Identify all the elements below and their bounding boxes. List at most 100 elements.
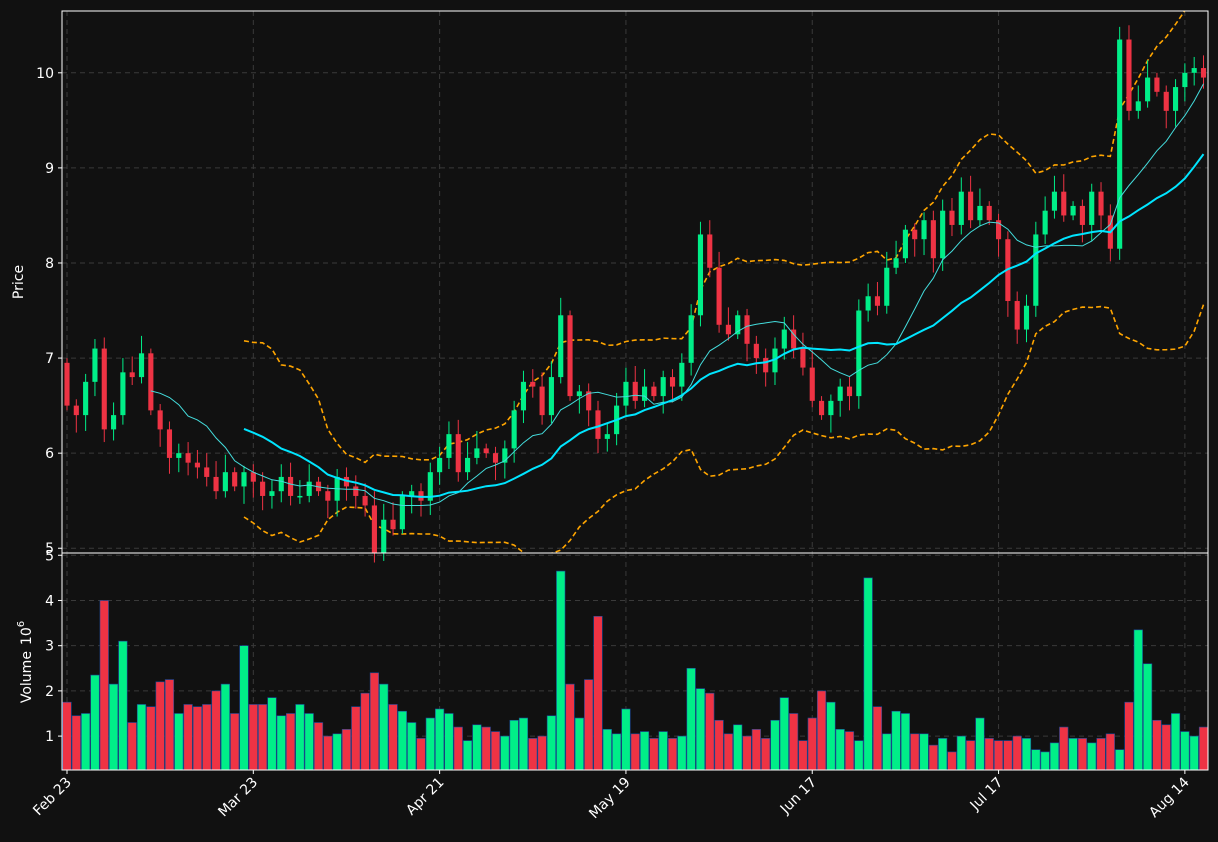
volume-bar — [1152, 719, 1162, 771]
volume-bar — [602, 729, 612, 771]
volume-bar — [313, 722, 324, 771]
volume-bar — [537, 735, 547, 771]
volume-bar — [155, 681, 165, 771]
volume-bar — [397, 710, 407, 771]
candle-body — [269, 491, 275, 496]
candle-body — [64, 362, 70, 406]
candle-body — [409, 491, 415, 496]
candle-body — [222, 472, 228, 492]
volume-bar — [90, 674, 100, 771]
volume-axis-title: Volume — [19, 651, 35, 703]
volume-bar — [444, 713, 454, 771]
candle-body — [595, 410, 601, 439]
candle-body — [772, 348, 778, 373]
volume-bars — [62, 570, 1209, 771]
candle-body — [213, 476, 219, 492]
candle-body — [92, 348, 98, 382]
volume-bar — [770, 719, 780, 771]
volume-bar — [1115, 749, 1125, 771]
volume-tick-label: 4 — [45, 593, 54, 609]
volume-bar — [276, 715, 286, 771]
volume-bar — [723, 733, 733, 771]
volume-bar — [1189, 735, 1199, 771]
candle-body — [642, 386, 648, 401]
volume-bar — [230, 713, 240, 771]
candle-body — [530, 381, 536, 387]
volume-bar — [1198, 726, 1209, 771]
volume-bar — [164, 679, 175, 771]
volume-bar — [127, 722, 137, 771]
volume-bar — [844, 731, 855, 771]
volume-bar — [211, 690, 221, 771]
volume-bar — [1143, 663, 1153, 771]
candle-body — [707, 234, 713, 268]
volume-bar — [826, 701, 836, 771]
candle-body — [940, 210, 946, 259]
price-tick-label: 5 — [45, 541, 54, 557]
candle-body — [1182, 72, 1188, 88]
volume-bar — [453, 726, 463, 771]
candle-body — [548, 377, 554, 416]
candle-body — [511, 410, 517, 449]
candle-body — [1033, 234, 1039, 306]
candle-body — [818, 400, 825, 416]
price-grid — [62, 11, 1208, 553]
candle-body — [846, 386, 853, 397]
candle-body — [1042, 210, 1048, 235]
candle-body — [651, 386, 657, 397]
volume-bar — [136, 704, 147, 771]
candle-body — [1014, 301, 1020, 330]
volume-bar — [108, 683, 119, 771]
volume-bar — [789, 713, 799, 771]
candle-body — [465, 457, 471, 473]
volume-bar — [323, 735, 333, 771]
candle-body — [921, 220, 927, 240]
candle-body — [1117, 39, 1123, 249]
volume-bar — [742, 735, 752, 771]
candle-body — [586, 391, 592, 411]
volume-bar — [239, 645, 249, 771]
candle-body — [539, 386, 545, 416]
candle-body — [1191, 68, 1197, 73]
candle-body — [278, 476, 284, 492]
volume-bar — [658, 731, 668, 771]
volume-bar — [528, 738, 538, 771]
volume-bar — [807, 717, 817, 771]
candle-body — [1051, 191, 1058, 211]
volume-bar — [798, 740, 808, 771]
volume-bar — [416, 738, 426, 771]
price-tick-label: 6 — [45, 446, 54, 462]
candle-body — [735, 315, 741, 335]
volume-bar — [388, 704, 398, 771]
candle-body — [288, 476, 294, 496]
volume-bar — [816, 690, 827, 771]
volume-bar — [1087, 742, 1097, 771]
volume-bar — [584, 679, 594, 771]
volume-bar — [900, 713, 910, 771]
volume-bar — [705, 692, 715, 771]
candle-body — [362, 495, 368, 506]
candle-body — [455, 434, 461, 473]
price-axis-label: Price — [11, 265, 27, 299]
candle-body — [977, 205, 983, 221]
candle-body — [688, 315, 694, 363]
candle-body — [1126, 39, 1132, 111]
volume-scale-base: 10 — [19, 627, 35, 645]
volume-bar — [183, 704, 193, 771]
volume-bar — [490, 731, 501, 771]
volume-bar — [462, 740, 473, 771]
candle-body — [884, 267, 890, 306]
volume-bar — [258, 704, 268, 771]
candle-body — [138, 353, 145, 378]
candle-body — [632, 381, 638, 401]
volume-tick-labels: 1 2 3 4 5 — [45, 548, 62, 745]
candle-body — [865, 296, 871, 311]
candle-body — [166, 429, 173, 458]
volume-bar — [1031, 749, 1041, 771]
volume-bar — [1077, 738, 1087, 771]
volume-bar — [733, 724, 743, 771]
volume-bar — [146, 706, 156, 771]
volume-bar — [304, 713, 314, 771]
volume-bar — [947, 751, 957, 771]
volume-bar — [220, 683, 230, 771]
